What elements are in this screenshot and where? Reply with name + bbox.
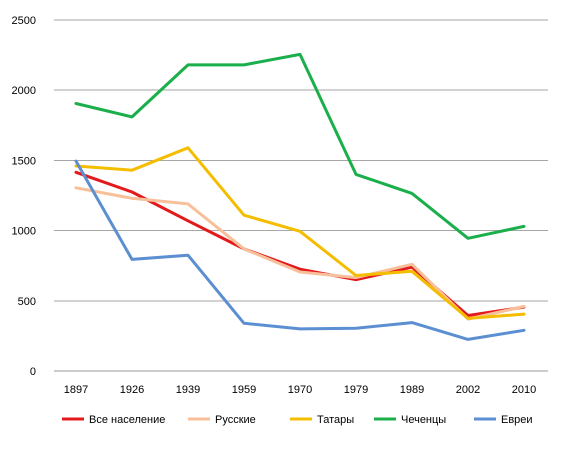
y-tick-label: 2000 bbox=[12, 85, 36, 97]
y-tick-label: 1500 bbox=[12, 155, 36, 167]
x-tick-label: 1970 bbox=[288, 384, 312, 396]
x-tick-label: 1989 bbox=[400, 384, 424, 396]
legend-label: Русские bbox=[215, 414, 256, 426]
legend: Все население Русские Татары Чеченцы Евреи bbox=[62, 414, 533, 426]
series-line-5 bbox=[74, 159, 526, 341]
y-tick-label: 0 bbox=[30, 366, 36, 378]
series-line-3 bbox=[74, 146, 526, 320]
legend-label: Чеченцы bbox=[401, 414, 446, 426]
x-tick-label: 1979 bbox=[344, 384, 368, 396]
series-line-1 bbox=[74, 170, 526, 317]
x-tick-label: 1897 bbox=[64, 384, 88, 396]
series-line-2 bbox=[74, 186, 526, 321]
x-tick-label: 1959 bbox=[232, 384, 256, 396]
x-axis-ticks: 1897 1926 1939 1959 1970 1979 1989 2002 2010 bbox=[64, 384, 536, 396]
y-tick-label: 500 bbox=[18, 296, 36, 308]
legend-label: Татары bbox=[317, 414, 354, 426]
y-tick-label: 1000 bbox=[12, 226, 36, 238]
x-tick-label: 1939 bbox=[176, 384, 200, 396]
y-tick-label: 2500 bbox=[12, 15, 36, 27]
legend-label: Евреи bbox=[501, 414, 533, 426]
x-tick-label: 1926 bbox=[120, 384, 144, 396]
y-axis-ticks: 0 500 1000 1500 2000 2500 bbox=[12, 15, 36, 378]
series-line-4 bbox=[74, 52, 526, 240]
x-tick-label: 2002 bbox=[456, 384, 480, 396]
x-tick-label: 2010 bbox=[512, 384, 536, 396]
legend-label: Все население bbox=[89, 414, 165, 426]
series-lines bbox=[74, 52, 526, 341]
